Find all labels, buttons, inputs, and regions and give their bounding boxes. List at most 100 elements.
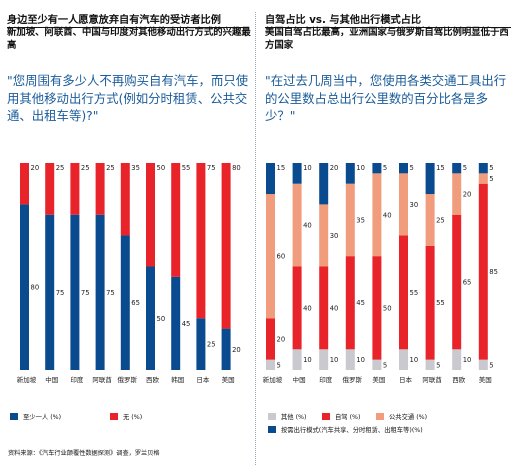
bar-segment <box>292 183 302 267</box>
data-label: 30 <box>410 201 419 209</box>
legend-label: 无 (%) <box>123 414 143 421</box>
bar-segment <box>478 163 488 174</box>
bar-segment <box>196 318 206 370</box>
data-label: 75 <box>81 289 90 297</box>
data-label: 80 <box>31 284 40 292</box>
bar-segment <box>425 359 435 370</box>
category-label: 韩国 <box>171 375 184 383</box>
data-label: 75 <box>56 289 65 297</box>
data-label: 5 <box>383 164 387 172</box>
data-label: 40 <box>383 211 392 219</box>
bar-segment <box>399 349 408 370</box>
bar-segment <box>425 163 435 195</box>
category-label: 西欧 <box>146 375 160 383</box>
left-panel: 身边至少有一人愿意放弃自有汽车的受访者比例 新加坡、阿联酋、中国与印度对其他移动… <box>0 0 255 472</box>
bar-segment <box>478 183 488 360</box>
data-label: 25 <box>56 164 65 172</box>
legend-label: 自驾 (%) <box>335 414 361 421</box>
bar-segment <box>171 276 181 370</box>
legend-item-at-least-one: 至少一人 (%) <box>10 412 61 421</box>
bar-segment <box>478 359 488 370</box>
category-label: 美国 <box>372 375 385 383</box>
legend-label: 其他 (%) <box>281 414 307 421</box>
left-bar-chart: 80 20 新加坡 75 25 中国 75 25 印度 75 25 阿联酋 65 35 俄罗斯 50 50 西欧 4… <box>17 163 241 383</box>
left-chart-subtitle: 新加坡、阿联酋、中国与印度对其他移动出行方式的兴趣最高 <box>7 27 251 51</box>
bar-segment <box>319 266 329 350</box>
bar-segment <box>146 266 155 370</box>
data-label: 25 <box>207 341 216 349</box>
legend-swatch <box>10 413 18 420</box>
category-label: 新加坡 <box>17 375 37 383</box>
data-label: 10 <box>356 164 365 172</box>
data-label: 25 <box>81 164 90 172</box>
bar-segment <box>345 163 355 184</box>
right-title-rule <box>265 27 511 28</box>
data-label: 20 <box>232 346 241 354</box>
left-chart-title: 身边至少有一人愿意放弃自有汽车的受访者比例 <box>7 15 221 26</box>
legend-item-self-drive: 自驾 (%) <box>322 412 361 421</box>
data-label: 5 <box>489 164 493 172</box>
data-label: 10 <box>303 356 312 364</box>
left-question: "您周围有多少人不再购买自有汽车，而只使用其他移动出行方式(例如分时租赁、公共交… <box>7 73 249 123</box>
bar-segment <box>266 359 275 370</box>
category-label: 西欧 <box>452 375 466 383</box>
bar-segment <box>120 163 130 236</box>
right-question: "在过去几周当中，您使用各类交通工具出行的公里数占总出行公里数的百分比各是多少？… <box>265 73 507 123</box>
bar-segment <box>292 266 302 350</box>
legend-item-other: 其他 (%) <box>268 412 307 421</box>
data-label: 25 <box>106 164 115 172</box>
category-label: 中国 <box>293 375 306 383</box>
bar-segment <box>452 163 462 174</box>
bar-segment <box>70 214 80 370</box>
bar-segment <box>345 349 355 370</box>
category-label: 阿联酋 <box>422 375 442 383</box>
bar-segment <box>146 163 155 267</box>
bar-segment <box>452 214 462 350</box>
bar-segment <box>372 256 382 360</box>
category-label: 美国 <box>479 375 492 383</box>
bar-segment <box>372 359 382 370</box>
right-bar-chart: 5 20 60 15 新加坡 10 40 40 10 中国 10 40 30 20 印度 10 45 35 10 俄罗… <box>263 163 498 383</box>
data-label: 75 <box>207 164 216 172</box>
source-note: 资料来源：《汽车行业颠覆性数据探测》调查，罗兰贝格 <box>8 450 160 457</box>
bar-segment <box>319 163 329 205</box>
bar-segment <box>452 173 462 215</box>
legend-swatch <box>268 426 276 433</box>
data-label: 15 <box>277 164 286 172</box>
bar-segment <box>452 349 462 370</box>
bar-segment <box>221 328 231 370</box>
data-label: 30 <box>330 232 339 240</box>
bar-segment <box>372 163 382 174</box>
bar-segment <box>45 214 55 370</box>
data-label: 15 <box>436 164 445 172</box>
bar-segment <box>45 163 55 215</box>
category-label: 印度 <box>70 375 84 383</box>
legend-item-public-transport: 公共交通 (%) <box>376 412 427 421</box>
legend-label: 按需出行模式(汽车共享、分时租赁、出租车等)(%) <box>281 427 423 434</box>
data-label: 50 <box>157 315 166 323</box>
right-chart-subtitle: 美国自驾占比最高，亚洲国家与俄罗斯自驾比例明显低于西方国家 <box>265 27 509 51</box>
data-label: 5 <box>410 164 414 172</box>
bar-segment <box>120 235 130 370</box>
bar-segment <box>171 163 181 277</box>
data-label: 20 <box>463 191 472 199</box>
data-label: 55 <box>182 164 191 172</box>
data-label: 50 <box>383 304 392 312</box>
data-label: 10 <box>463 356 472 364</box>
bar-segment <box>292 163 302 184</box>
data-label: 5 <box>489 175 493 183</box>
bar-segment <box>266 194 275 319</box>
bar-segment <box>196 163 206 319</box>
category-label: 新加坡 <box>263 375 283 383</box>
bar-segment <box>319 349 329 370</box>
bar-segment <box>372 173 382 257</box>
bar-segment <box>399 173 408 236</box>
right-panel: 自驾占比 vs. 与其他出行模式占比 美国自驾占比最高，亚洲国家与俄罗斯自驾比例… <box>258 0 517 472</box>
data-label: 60 <box>277 253 286 261</box>
category-label: 印度 <box>319 375 333 383</box>
data-label: 35 <box>131 164 140 172</box>
bar-segment <box>345 183 355 257</box>
category-label: 俄罗斯 <box>118 375 138 383</box>
data-label: 40 <box>330 304 339 312</box>
data-label: 5 <box>383 361 387 369</box>
